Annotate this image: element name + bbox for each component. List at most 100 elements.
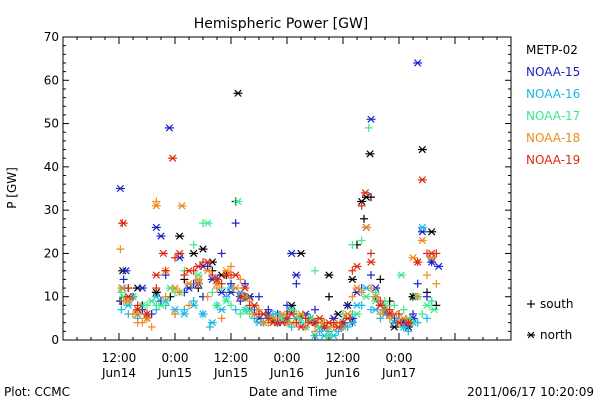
point-north-metp-02 [417, 145, 427, 154]
point-north-noaa-18 [352, 284, 362, 292]
point-north-noaa-17 [324, 332, 334, 340]
point-north-noaa-19 [427, 249, 437, 258]
point-north-noaa-19 [268, 319, 278, 327]
x-tick-label-date: Jun15 [213, 366, 248, 380]
y-tick-label: 60 [44, 73, 59, 87]
point-north-noaa-16 [310, 332, 320, 340]
point-north-noaa-16 [207, 319, 217, 327]
point-south-noaa-17 [390, 301, 399, 310]
point-north-noaa-19 [277, 319, 287, 327]
point-south-noaa-19 [357, 201, 366, 210]
point-south-noaa-19 [320, 323, 329, 332]
point-south-noaa-16 [423, 314, 431, 323]
point-south-noaa-17 [418, 310, 427, 319]
x-tick-label-date: Jun16 [325, 366, 360, 380]
legend-entry: NOAA-15 [526, 65, 580, 79]
point-south-noaa-18 [138, 318, 147, 327]
point-south-noaa-15 [292, 279, 301, 288]
point-north-noaa-18 [231, 284, 241, 292]
point-north-noaa-18 [371, 293, 381, 301]
x-tick-label-time: 0:00 [162, 351, 189, 365]
point-north-noaa-15 [366, 115, 376, 123]
point-north-noaa-15 [151, 223, 161, 232]
point-south-noaa-16 [117, 305, 126, 314]
point-south-noaa-18 [376, 310, 385, 319]
point-south-noaa-17 [427, 297, 436, 306]
point-south-noaa-18 [147, 323, 156, 332]
y-tick-label: 50 [44, 117, 59, 131]
point-north-metp-02 [427, 228, 437, 236]
point-north-metp-02 [175, 232, 185, 240]
point-north-noaa-15 [115, 184, 125, 193]
y-tick-label: 10 [44, 290, 59, 304]
point-north-noaa-17 [429, 306, 439, 314]
marker-legend-star-icon [527, 331, 535, 339]
point-north-noaa-19 [203, 258, 213, 266]
point-south-noaa-15 [283, 301, 291, 310]
point-north-noaa-16 [198, 310, 208, 318]
point-north-noaa-17 [240, 306, 250, 314]
point-north-noaa-19 [333, 323, 343, 331]
point-north-noaa-15 [417, 228, 427, 236]
marker-legend-plus-icon [527, 300, 535, 308]
point-south-noaa-19 [171, 253, 179, 262]
point-south-noaa-16 [231, 305, 240, 314]
point-north-metp-02 [347, 275, 357, 284]
point-south-noaa-18 [311, 327, 319, 336]
point-north-noaa-18 [296, 310, 306, 318]
point-south-noaa-16 [250, 314, 259, 323]
point-north-noaa-18 [151, 202, 161, 210]
point-north-noaa-18 [177, 202, 187, 210]
point-south-noaa-19 [124, 284, 133, 293]
point-north-noaa-17 [396, 271, 406, 279]
point-north-noaa-17 [233, 197, 243, 206]
point-north-noaa-17 [422, 301, 432, 310]
point-south-noaa-18 [385, 314, 394, 323]
point-north-noaa-18 [417, 236, 427, 245]
point-north-noaa-19 [287, 310, 297, 318]
point-north-noaa-18 [193, 275, 203, 284]
point-south-noaa-18 [194, 279, 203, 288]
point-south-noaa-18 [175, 288, 184, 297]
point-south-noaa-18 [423, 271, 431, 280]
point-north-noaa-19 [240, 284, 250, 292]
point-north-noaa-19 [193, 262, 203, 271]
point-south-noaa-18 [185, 301, 193, 310]
point-north-noaa-16 [170, 306, 180, 314]
y-axis: 0 10 20 30 40 50 60 70 [44, 30, 511, 347]
point-north-noaa-19 [158, 249, 168, 258]
point-north-noaa-19 [385, 310, 395, 318]
point-north-noaa-19 [305, 319, 315, 327]
point-north-noaa-19 [375, 301, 385, 310]
point-south-noaa-17 [236, 310, 245, 319]
point-south-noaa-15 [119, 275, 128, 284]
point-north-metp-02 [365, 150, 375, 158]
point-north-noaa-19 [259, 310, 269, 318]
point-south-noaa-15 [367, 271, 375, 280]
point-north-noaa-16 [417, 223, 427, 232]
point-south-noaa-18 [348, 292, 357, 301]
point-south-noaa-15 [264, 305, 273, 314]
chart-title: Hemispheric Power [GW] [194, 16, 369, 32]
point-south-noaa-18 [227, 262, 235, 271]
point-south-noaa-19 [339, 318, 347, 327]
point-south-noaa-19 [395, 310, 403, 319]
point-south-noaa-16 [189, 297, 198, 306]
point-north-noaa-15 [434, 262, 444, 271]
point-north-noaa-19 [175, 249, 185, 258]
legend: METP-02 NOAA-15 NOAA-16 NOAA-17 NOAA-18 NOAA-… [526, 43, 580, 167]
point-north-noaa-19 [360, 189, 370, 197]
point-north-metp-02 [361, 193, 371, 201]
point-south-noaa-18 [171, 310, 179, 319]
point-north-noaa-16 [352, 301, 362, 310]
point-north-noaa-17 [361, 293, 371, 301]
point-north-noaa-19 [249, 301, 259, 310]
point-south-noaa-17 [357, 236, 366, 245]
point-north-metp-02 [233, 89, 243, 97]
point-south-noaa-17 [371, 288, 380, 297]
point-south-noaa-18 [152, 197, 161, 206]
point-north-noaa-17 [193, 271, 203, 279]
point-south-noaa-19 [161, 266, 170, 275]
point-south-noaa-17 [348, 240, 357, 249]
